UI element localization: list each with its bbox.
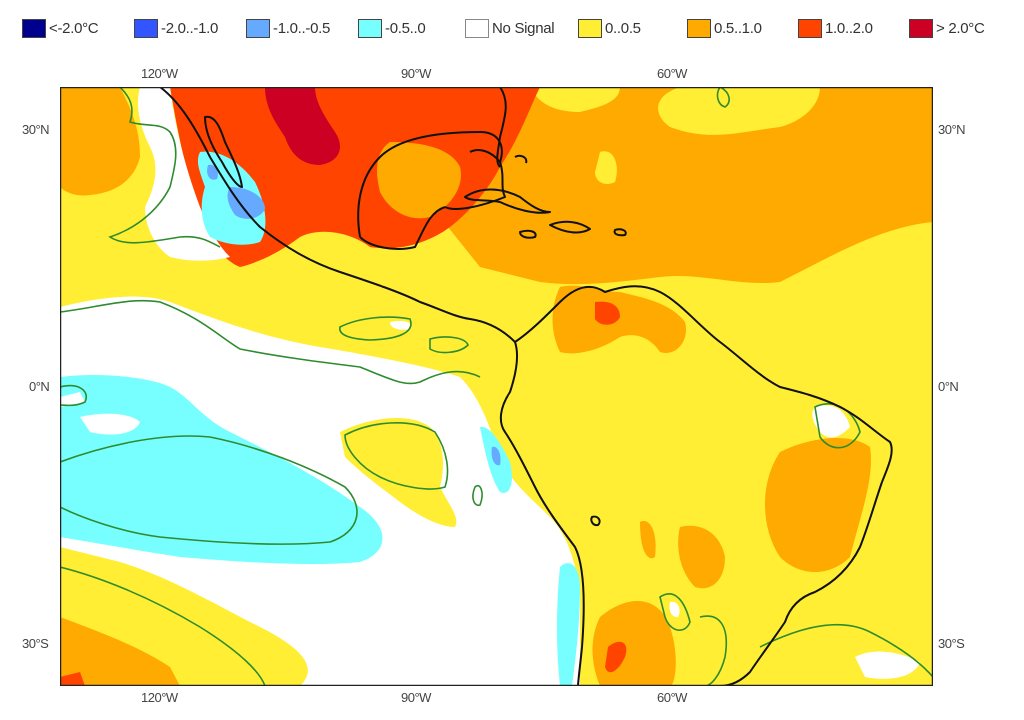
- lon-label-bottom-60w: 60°W: [657, 690, 687, 705]
- legend-item-no-signal: No Signal: [465, 16, 555, 40]
- legend-label: No Signal: [492, 19, 555, 37]
- legend-item-minus-05-to-0: -0.5..0: [358, 16, 426, 40]
- legend-swatch: [909, 18, 933, 38]
- lon-label-top-60w: 60°W: [657, 66, 687, 81]
- legend-swatch: [465, 18, 489, 38]
- legend-item-minus-2-to-minus-1: -2.0..-1.0: [134, 16, 218, 40]
- lat-label-left-0n: 0°N: [29, 379, 50, 394]
- legend-item-0-to-05: 0..0.5: [578, 16, 641, 40]
- legend-label: -1.0..-0.5: [273, 19, 331, 37]
- coastlines: [159, 87, 893, 686]
- lat-label-left-30n: 30°N: [22, 122, 50, 137]
- anomaly-map: [60, 87, 933, 686]
- legend-swatch: [578, 18, 602, 38]
- legend-label: 1.0..2.0: [825, 19, 873, 37]
- lon-label-bottom-90w: 90°W: [401, 690, 431, 705]
- legend-label: <-2.0°C: [49, 19, 99, 37]
- lat-label-left-30s: 30°S: [22, 636, 49, 651]
- fill-warm-gt-20: [265, 87, 340, 165]
- legend-label: 0.5..1.0: [714, 19, 762, 37]
- fill-warm-05-10-brazil: [765, 437, 871, 572]
- lat-label-right-30s: 30°S: [938, 636, 965, 651]
- legend-label: > 2.0°C: [936, 19, 985, 37]
- legend-swatch: [22, 18, 46, 38]
- fill-warm-05-10-ne-pacific: [60, 87, 140, 196]
- fill-cool-10-05-baja: [227, 187, 265, 219]
- lon-label-bottom-120w: 120°W: [141, 690, 178, 705]
- legend-swatch: [687, 18, 711, 38]
- map-border: [60, 87, 933, 686]
- legend-item-1-to-2: 1.0..2.0: [798, 16, 873, 40]
- legend-item-gt-2: > 2.0°C: [909, 16, 985, 40]
- fill-cool-05-0-pacific: [60, 375, 383, 565]
- fill-no-signal-baja: [138, 87, 230, 261]
- legend: <-2.0°C -2.0..-1.0 -1.0..-0.5 -0.5..0 No…: [22, 16, 1012, 40]
- lat-label-right-0n: 0°N: [938, 379, 959, 394]
- legend-item-lt-minus-2: <-2.0°C: [22, 16, 99, 40]
- legend-label: -0.5..0: [385, 19, 426, 37]
- fill-warm-05-10-venezuela: [552, 285, 686, 354]
- lon-label-top-90w: 90°W: [401, 66, 431, 81]
- lat-label-right-30n: 30°N: [938, 122, 966, 137]
- legend-swatch: [798, 18, 822, 38]
- legend-swatch: [134, 18, 158, 38]
- legend-swatch: [246, 18, 270, 38]
- legend-item-minus-1-to-minus-05: -1.0..-0.5: [246, 16, 330, 40]
- map-canvas: [60, 87, 933, 686]
- legend-item-05-to-1: 0.5..1.0: [687, 16, 762, 40]
- significance-contours: [60, 87, 933, 686]
- legend-label: 0..0.5: [605, 19, 641, 37]
- legend-label: -2.0..-1.0: [161, 19, 219, 37]
- lon-label-top-120w: 120°W: [141, 66, 178, 81]
- legend-swatch: [358, 18, 382, 38]
